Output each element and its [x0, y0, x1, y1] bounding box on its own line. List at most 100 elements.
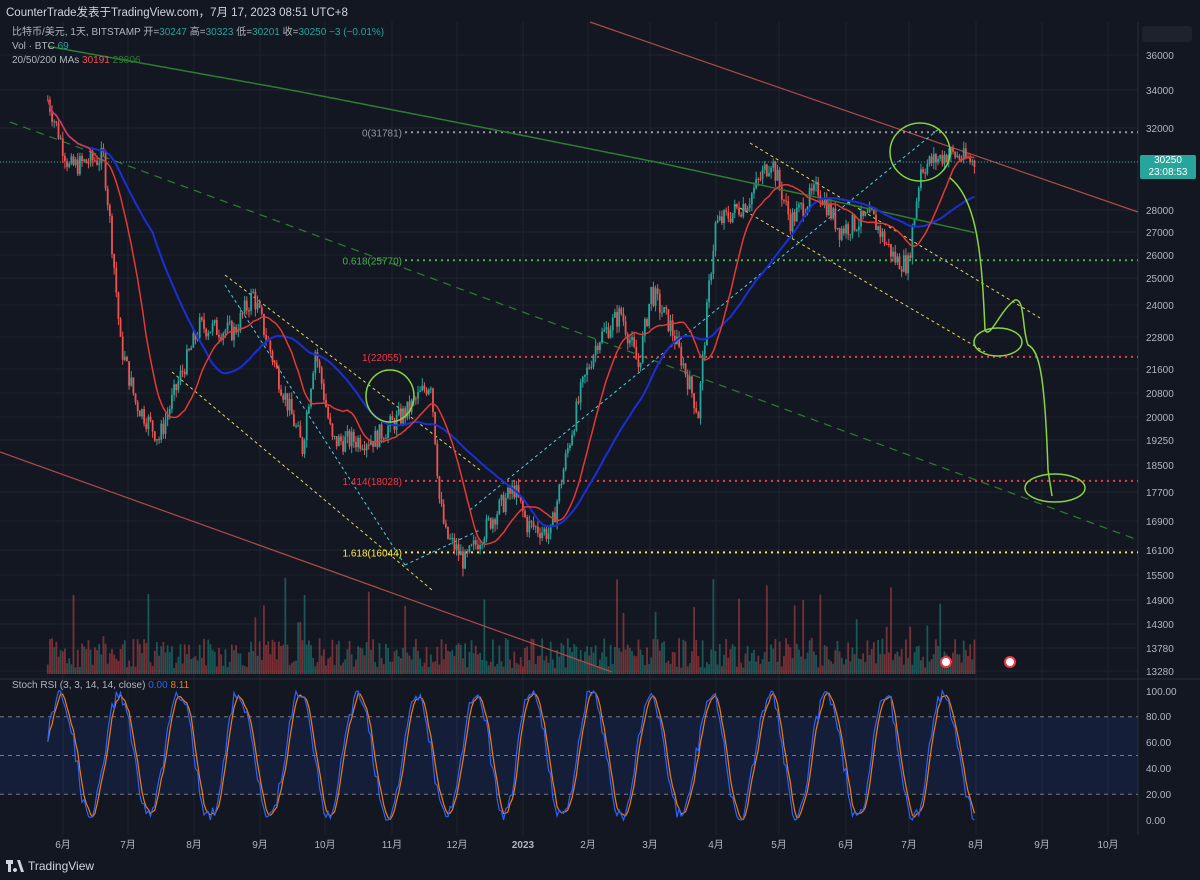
candle-body	[337, 436, 340, 447]
volume-bar	[800, 656, 802, 674]
volume-bar	[260, 659, 263, 674]
volume-bar	[729, 648, 732, 674]
candle-body	[785, 200, 787, 202]
candle-body	[363, 448, 366, 451]
candle-body	[286, 393, 289, 411]
candle-body	[316, 352, 319, 362]
candle-body	[252, 291, 255, 293]
candle-body	[795, 207, 798, 222]
candle-body	[104, 152, 107, 189]
volume-bar	[620, 651, 623, 674]
x-tick-label: 8月	[186, 839, 202, 851]
volume-bar	[335, 644, 338, 674]
candle-body	[194, 333, 197, 340]
candle-body	[130, 377, 133, 386]
candle-body	[500, 494, 503, 500]
volume-bar	[248, 652, 250, 674]
candle-body	[952, 148, 954, 152]
volume-bar	[569, 647, 571, 674]
candle-body	[665, 307, 668, 310]
volume-bar	[171, 646, 173, 674]
candle-body	[823, 198, 826, 206]
candle-body	[913, 218, 916, 228]
volume-bar	[299, 622, 302, 674]
volume-bar	[626, 644, 629, 674]
volume-bar	[138, 644, 141, 674]
volume-bar	[389, 661, 392, 674]
volume-bar	[196, 660, 199, 674]
volume-bar	[740, 662, 743, 674]
y-tick-label: 15500	[1146, 571, 1174, 582]
volume-bar	[810, 638, 813, 674]
volume-bar	[412, 647, 415, 674]
candle-body	[573, 430, 576, 435]
volume-bar	[755, 661, 758, 674]
upper-channel-line	[589, 21, 1139, 213]
candle-body	[361, 448, 364, 450]
x-tick-label: 10月	[314, 839, 335, 851]
volume-bar	[104, 643, 107, 674]
volume-bar	[215, 666, 218, 674]
candle-body	[429, 388, 432, 390]
candle-body	[329, 417, 332, 424]
candle-body	[738, 207, 740, 215]
volume-bar	[395, 649, 398, 674]
candle-body	[434, 412, 437, 444]
candle-body	[928, 156, 931, 164]
volume-bar	[849, 661, 852, 674]
candle-body	[710, 273, 713, 281]
candle-body	[333, 436, 336, 438]
volume-bar	[290, 663, 293, 674]
volume-bars	[46, 577, 976, 674]
candle-body	[911, 227, 914, 258]
volume-bar	[586, 646, 588, 674]
candle-body	[521, 500, 524, 511]
candle-body	[87, 163, 90, 165]
candle-body	[601, 331, 603, 343]
volume-bar	[337, 641, 340, 674]
volume-bar	[851, 647, 854, 674]
volume-bar	[712, 579, 715, 674]
candle-body	[239, 312, 242, 331]
volume-bar	[928, 661, 931, 674]
candle-body	[877, 226, 880, 231]
lower-channel-line	[0, 451, 613, 673]
candle-body	[248, 310, 250, 312]
x-tick-label: 9月	[1034, 839, 1050, 851]
candle-body	[462, 551, 464, 569]
scale-button[interactable]	[1142, 26, 1192, 42]
volume-bar	[757, 655, 760, 674]
candle-body	[51, 111, 53, 122]
y-tick-label: 32000	[1146, 124, 1174, 135]
volume-bar	[524, 647, 526, 674]
candle-body	[477, 544, 479, 550]
volume-bar	[192, 657, 195, 674]
candle-body	[697, 412, 700, 419]
candle-body	[425, 389, 428, 395]
volume-bar	[907, 657, 909, 674]
volume-bar	[560, 642, 563, 674]
candle-body	[579, 382, 582, 403]
volume-bar	[594, 645, 597, 674]
candle-body	[562, 469, 565, 485]
volume-bar	[451, 650, 454, 674]
candle-body	[357, 437, 359, 448]
volume-bar	[365, 642, 368, 674]
candle-body	[117, 292, 120, 320]
volume-bar	[271, 639, 274, 674]
volume-bar	[860, 659, 862, 674]
candle-body	[350, 431, 353, 447]
volume-bar	[404, 605, 407, 674]
candle-body	[79, 155, 81, 175]
candle-body	[372, 440, 374, 447]
candle-body	[209, 331, 212, 334]
candle-body	[742, 204, 745, 217]
candle-body	[203, 319, 205, 329]
volume-bar	[421, 666, 424, 674]
candle-body	[432, 388, 434, 413]
rsi-tick-label: 60.00	[1146, 738, 1171, 749]
volume-bar	[442, 659, 445, 674]
candle-body	[496, 514, 499, 525]
volume-bar	[821, 665, 824, 674]
